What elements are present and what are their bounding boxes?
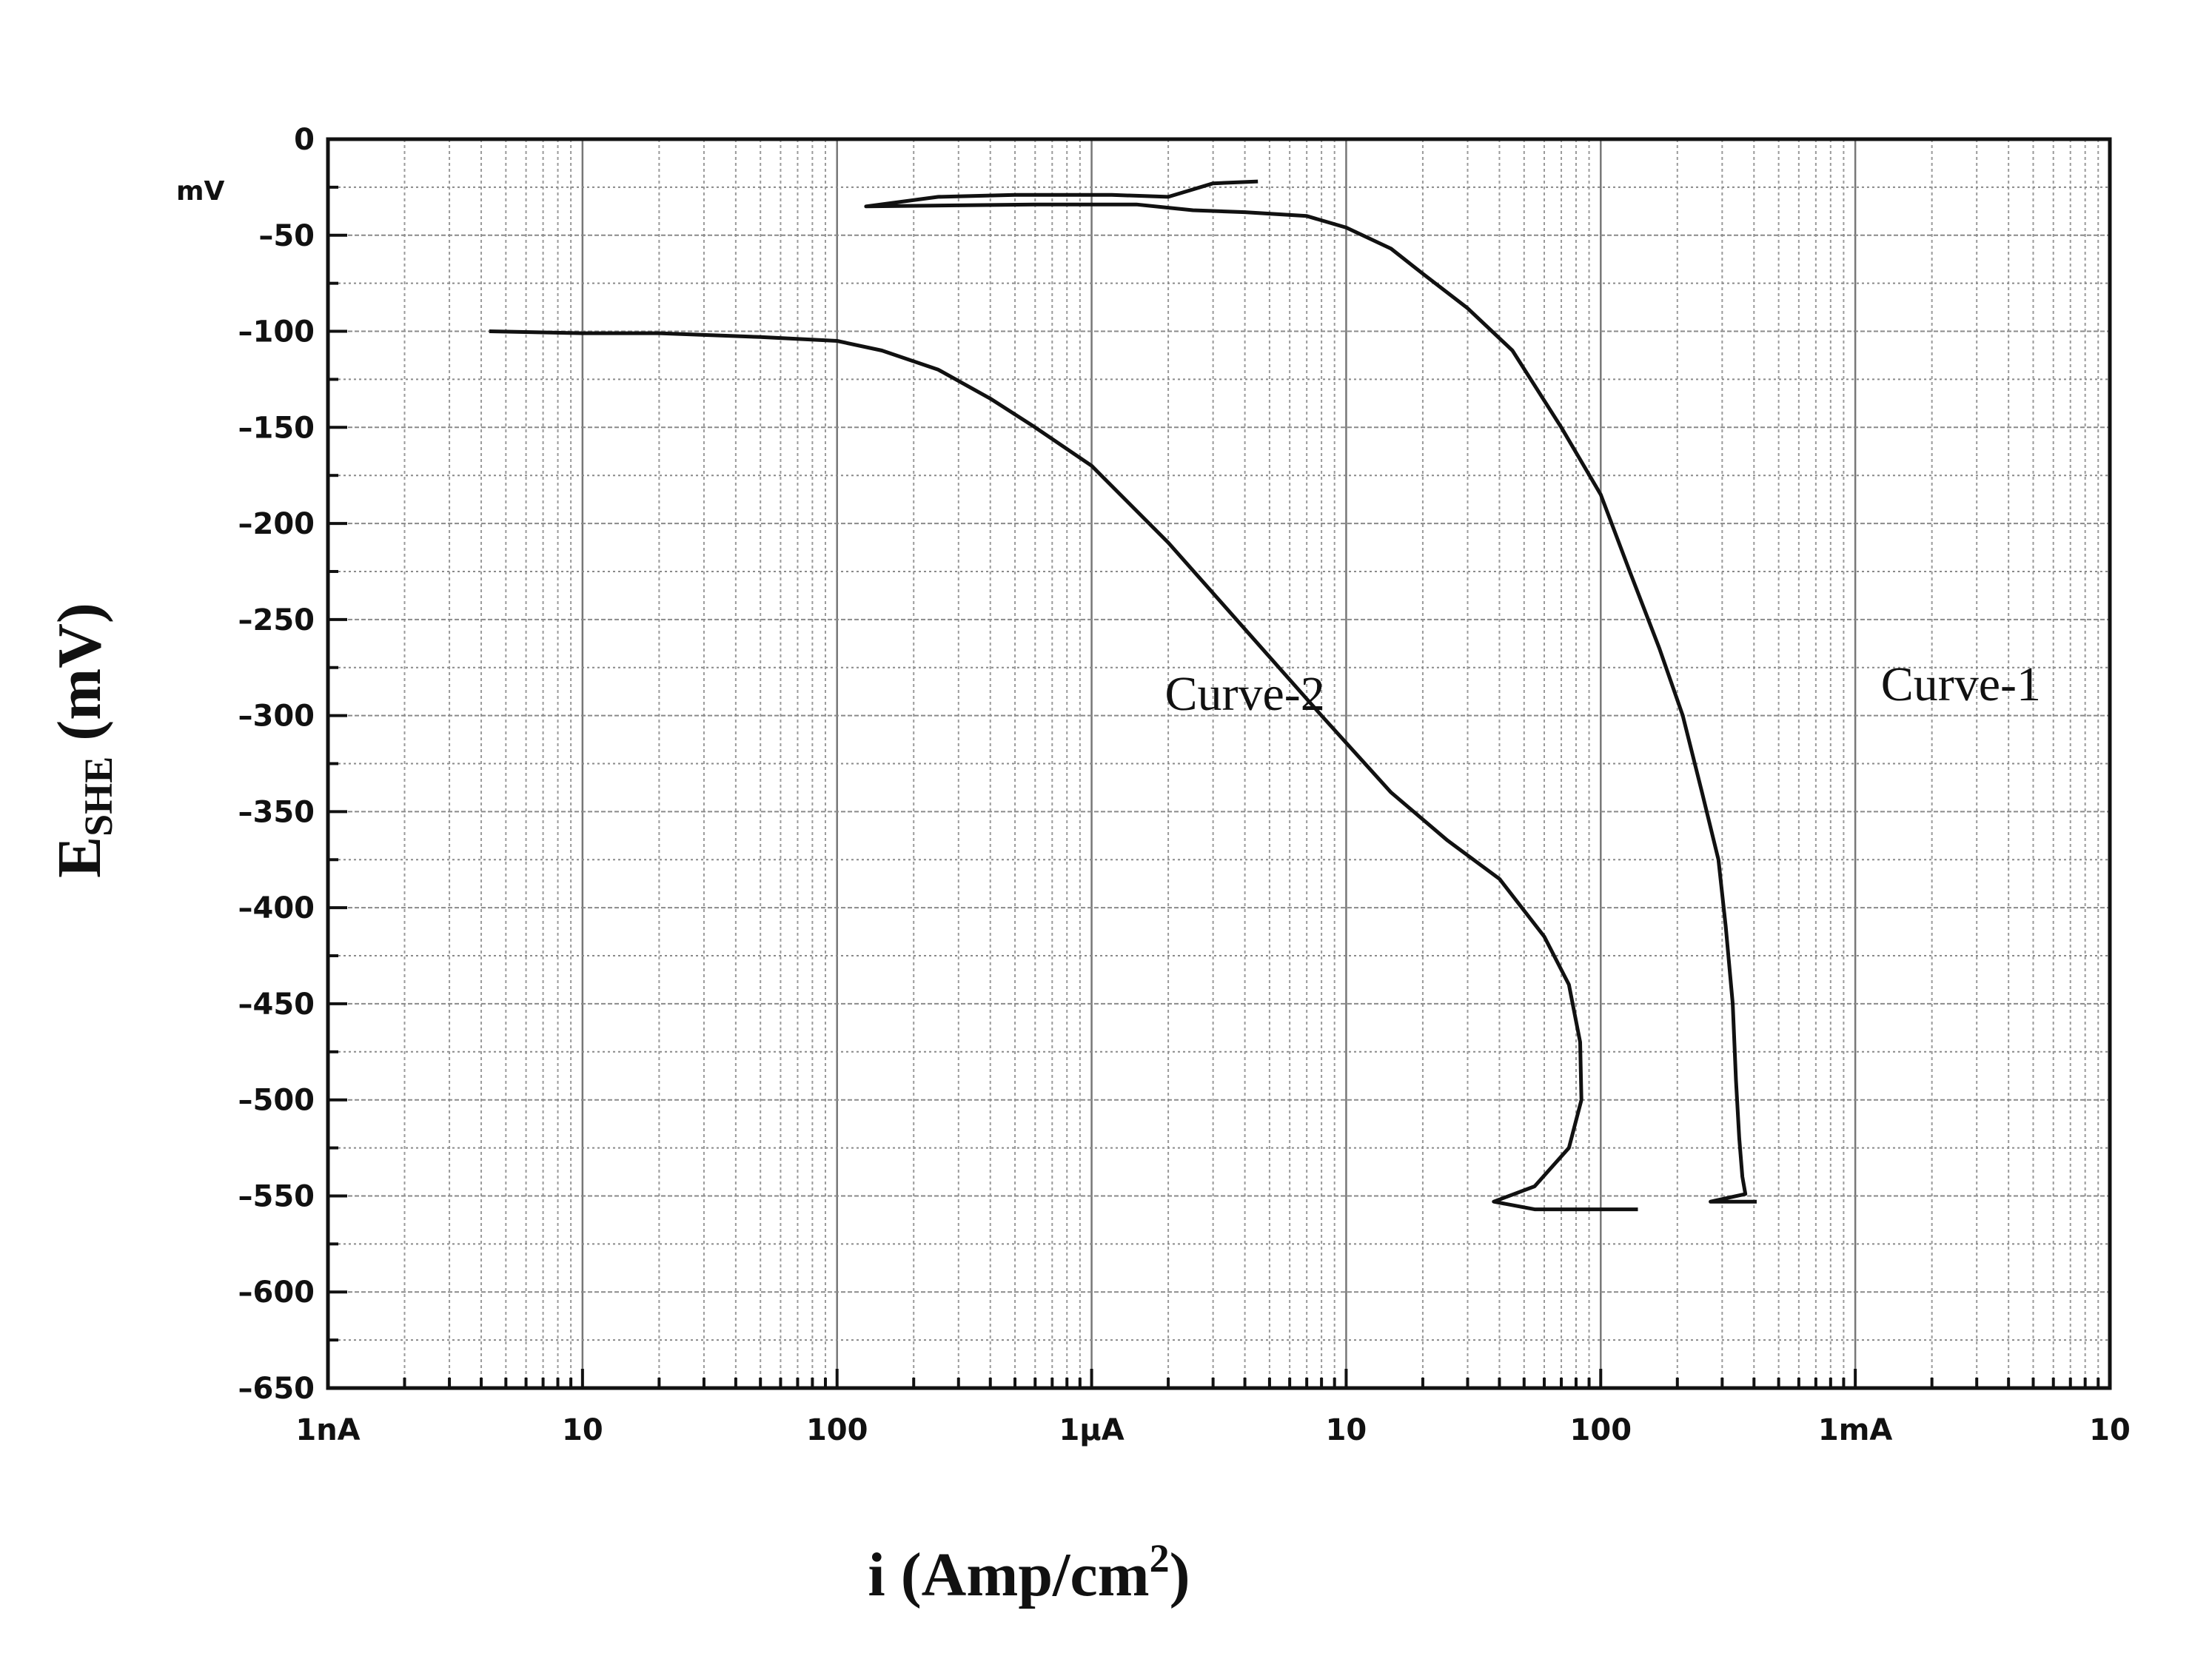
y-tick-label: –150 bbox=[238, 411, 315, 445]
x-tick-label: 10 bbox=[2089, 1413, 2131, 1447]
y-tick-label: –300 bbox=[238, 700, 315, 734]
y-tick-label: –600 bbox=[238, 1276, 315, 1310]
grid bbox=[328, 139, 2110, 1388]
curve-annotation-2: Curve-1 bbox=[1881, 657, 2041, 711]
y-tick-label: –100 bbox=[238, 315, 315, 349]
y-axis-label-unit: (mV) bbox=[45, 603, 114, 757]
series-line-curve-1 bbox=[864, 179, 1757, 1204]
y-tick-label: –250 bbox=[238, 603, 315, 637]
curve-annotation-1: Curve-2 bbox=[1164, 667, 1324, 721]
x-tick-label: 10 bbox=[562, 1413, 603, 1447]
y-tick-label: –450 bbox=[238, 988, 315, 1022]
x-axis-label-main: i (Amp/cm bbox=[868, 1541, 1149, 1609]
x-axis-label: i (Amp/cm2) bbox=[868, 1536, 1190, 1609]
x-tick-label: 1mA bbox=[1818, 1413, 1893, 1447]
x-tick-label: 100 bbox=[1570, 1413, 1632, 1447]
y-tick-label: –350 bbox=[238, 795, 315, 829]
labels: Curve-2 Curve-1 bbox=[1164, 657, 2041, 721]
y-tick-label: –400 bbox=[238, 891, 315, 925]
y-tick-label: –550 bbox=[238, 1179, 315, 1213]
y-axis-label-main: E bbox=[45, 837, 114, 878]
y-axis-label-sub: SHE bbox=[76, 757, 121, 837]
y-tick-label: 0 bbox=[294, 123, 315, 157]
x-tick-label: 1nA bbox=[295, 1413, 360, 1447]
y-tick-label: –500 bbox=[238, 1084, 315, 1118]
y-tick-label: –650 bbox=[238, 1372, 315, 1406]
y-axis-label: ESHE (mV) bbox=[45, 603, 121, 878]
y-tick-label: –200 bbox=[238, 507, 315, 541]
x-axis-label-close: ) bbox=[1170, 1541, 1190, 1609]
x-axis-label-sup: 2 bbox=[1150, 1536, 1170, 1581]
x-tick-label: 10 bbox=[1326, 1413, 1367, 1447]
y-unit-label: mV bbox=[176, 176, 225, 207]
ticks: 0 –50 –100 –150 –200 –250 –300 –350 –400 –450 –500… bbox=[238, 123, 2131, 1447]
x-tick-label: 1µA bbox=[1059, 1413, 1124, 1447]
x-tick-label: 100 bbox=[806, 1413, 868, 1447]
series bbox=[489, 179, 1757, 1212]
series-line-curve-2 bbox=[489, 329, 1638, 1212]
y-tick-label: –50 bbox=[258, 219, 315, 253]
